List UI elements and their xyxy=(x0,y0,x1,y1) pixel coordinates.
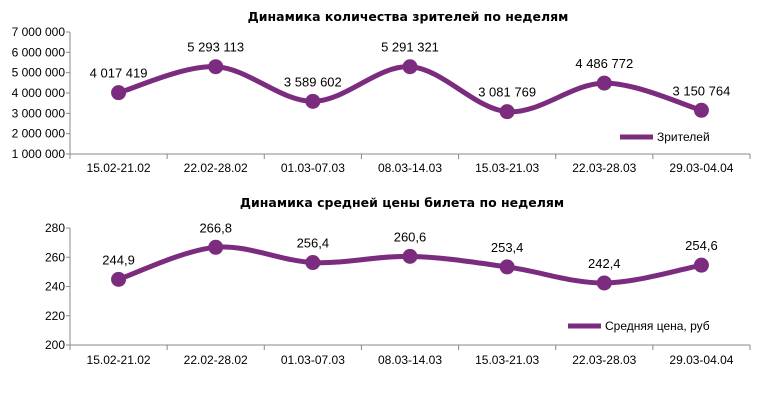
x-tick-label: 08.03-14.03 xyxy=(378,353,442,367)
data-label: 254,6 xyxy=(685,238,718,253)
x-tick-label: 22.02-28.02 xyxy=(184,353,248,367)
data-label: 253,4 xyxy=(491,240,524,255)
data-point xyxy=(499,259,515,275)
legend-label: Средняя цена, руб xyxy=(605,319,710,333)
price-chart: Динамика средней цены билета по неделям … xyxy=(45,195,751,367)
data-point xyxy=(305,255,321,271)
x-tick-label: 01.03-07.03 xyxy=(281,161,345,175)
chart-title: Динамика количества зрителей по неделям xyxy=(248,9,569,24)
data-point xyxy=(596,75,612,91)
x-tick-label: 08.03-14.03 xyxy=(378,161,442,175)
data-point xyxy=(111,271,127,287)
data-label: 256,4 xyxy=(297,236,330,251)
viewers-chart: Динамика количества зрителей по неделям … xyxy=(12,9,751,175)
data-label: 260,6 xyxy=(394,229,427,244)
data-label: 3 081 769 xyxy=(478,85,536,100)
y-tick-label: 240 xyxy=(45,280,65,294)
data-label: 5 291 321 xyxy=(381,40,439,55)
legend-label: Зрителей xyxy=(657,130,710,144)
data-point xyxy=(693,102,709,118)
data-label: 4 486 772 xyxy=(575,56,633,71)
x-tick-label: 22.02-28.02 xyxy=(184,161,248,175)
data-point xyxy=(305,93,321,109)
data-point xyxy=(402,59,418,75)
x-tick-label: 15.02-21.02 xyxy=(87,161,151,175)
x-tick-label: 29.03-04.04 xyxy=(669,353,733,367)
data-point xyxy=(596,275,612,291)
data-point xyxy=(111,85,127,101)
data-point xyxy=(208,239,224,255)
data-point xyxy=(499,104,515,120)
x-tick-label: 15.03-21.03 xyxy=(475,161,539,175)
x-tick-label: 22.03-28.03 xyxy=(572,353,636,367)
x-tick-label: 15.02-21.02 xyxy=(87,353,151,367)
data-label: 242,4 xyxy=(588,256,621,271)
x-tick-label: 15.03-21.03 xyxy=(475,353,539,367)
data-point xyxy=(208,59,224,75)
x-tick-label: 29.03-04.04 xyxy=(669,161,733,175)
y-tick-label: 220 xyxy=(45,309,65,323)
y-tick-label: 4 000 000 xyxy=(12,86,66,100)
data-label: 3 589 602 xyxy=(284,74,342,89)
y-tick-label: 200 xyxy=(45,338,65,352)
data-label: 4 017 419 xyxy=(90,66,148,81)
y-tick-label: 7 000 000 xyxy=(12,25,66,39)
chart-title: Динамика средней цены билета по неделям xyxy=(240,195,564,210)
y-tick-label: 3 000 000 xyxy=(12,106,66,120)
y-tick-label: 1 000 000 xyxy=(12,147,66,161)
x-tick-label: 22.03-28.03 xyxy=(572,161,636,175)
data-label: 244,9 xyxy=(102,252,135,267)
data-label: 3 150 764 xyxy=(673,83,731,98)
y-tick-label: 2 000 000 xyxy=(12,127,66,141)
y-tick-label: 5 000 000 xyxy=(12,66,66,80)
x-tick-label: 01.03-07.03 xyxy=(281,353,345,367)
y-tick-label: 6 000 000 xyxy=(12,45,66,59)
data-point xyxy=(402,248,418,264)
y-tick-label: 260 xyxy=(45,250,65,264)
data-label: 5 293 113 xyxy=(187,40,244,55)
y-tick-label: 280 xyxy=(45,221,65,235)
data-point xyxy=(693,257,709,273)
data-label: 266,8 xyxy=(199,220,232,235)
